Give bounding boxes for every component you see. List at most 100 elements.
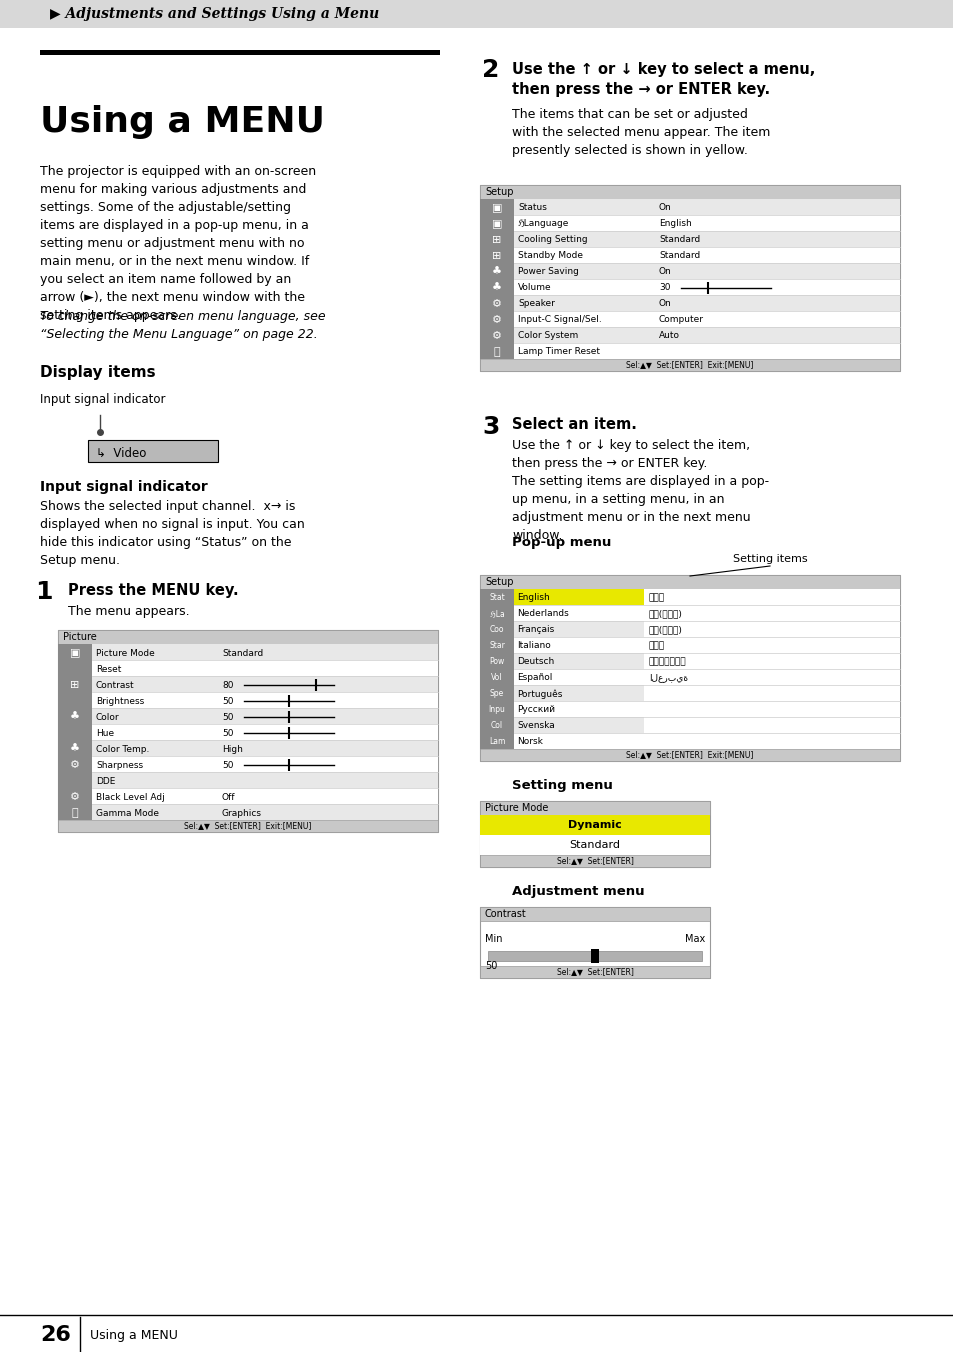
Text: Sel:▲▼  Set:[ENTER]  Exit:[MENU]: Sel:▲▼ Set:[ENTER] Exit:[MENU] <box>184 822 312 830</box>
Bar <box>91 756 437 772</box>
Bar <box>643 733 899 749</box>
Text: Sel:▲▼  Set:[ENTER]  Exit:[MENU]: Sel:▲▼ Set:[ENTER] Exit:[MENU] <box>626 361 753 369</box>
Text: ⊞: ⊞ <box>492 235 501 245</box>
Text: Graphics: Graphics <box>222 808 262 818</box>
Text: 50: 50 <box>222 713 233 722</box>
Bar <box>479 800 709 815</box>
Text: The items that can be set or adjusted
with the selected menu appear. The item
pr: The items that can be set or adjusted wi… <box>512 108 770 157</box>
Text: The setting items are displayed in a pop-
up menu, in a setting menu, in an
adju: The setting items are displayed in a pop… <box>512 475 768 542</box>
Bar <box>514 621 643 637</box>
Text: Color System: Color System <box>517 331 578 341</box>
Text: Standard: Standard <box>659 251 700 261</box>
Bar <box>479 907 709 921</box>
Bar <box>0 0 953 28</box>
Text: Col: Col <box>491 722 502 730</box>
Text: Auto: Auto <box>659 331 679 341</box>
Text: Volume: Volume <box>517 284 551 292</box>
Text: The projector is equipped with an on-screen
menu for making various adjustments : The projector is equipped with an on-scr… <box>40 165 315 322</box>
Text: Standard: Standard <box>659 235 700 245</box>
Text: Picture Mode: Picture Mode <box>484 803 548 813</box>
Text: Spe: Spe <box>489 690 503 699</box>
Bar <box>590 949 598 963</box>
Bar <box>479 800 709 867</box>
Bar <box>91 660 437 676</box>
Text: 50: 50 <box>222 696 233 706</box>
Text: Français: Français <box>517 626 554 634</box>
Text: ▣: ▣ <box>70 648 80 658</box>
Text: DDE: DDE <box>96 776 115 786</box>
Text: Use the ↑ or ↓ key to select the item,
then press the → or ENTER key.: Use the ↑ or ↓ key to select the item, t… <box>512 439 749 470</box>
Text: On: On <box>659 300 671 308</box>
Text: Computer: Computer <box>659 315 703 324</box>
Text: Lam: Lam <box>488 737 505 746</box>
Bar <box>58 644 91 821</box>
Text: Svenska: Svenska <box>517 722 554 730</box>
Bar <box>514 215 899 231</box>
Text: Inpu: Inpu <box>488 706 505 714</box>
Text: Hue: Hue <box>96 729 114 737</box>
Bar <box>91 708 437 725</box>
Text: Adjustment menu: Adjustment menu <box>512 886 644 898</box>
Bar <box>479 589 514 749</box>
Bar <box>514 700 643 717</box>
Text: ⓘ: ⓘ <box>493 347 499 357</box>
Text: Lamp Timer Reset: Lamp Timer Reset <box>517 347 599 357</box>
Text: Sharpness: Sharpness <box>96 760 143 769</box>
Text: Standby Mode: Standby Mode <box>517 251 582 261</box>
Text: Off: Off <box>222 792 235 802</box>
Text: Português: Português <box>517 690 561 699</box>
Text: Sel:▲▼  Set:[ENTER]  Exit:[MENU]: Sel:▲▼ Set:[ENTER] Exit:[MENU] <box>626 750 753 760</box>
Bar <box>514 604 643 621</box>
Text: Input signal indicator: Input signal indicator <box>40 480 208 493</box>
Text: Using a MENU: Using a MENU <box>40 105 325 139</box>
Text: ℌLanguage: ℌLanguage <box>517 219 569 228</box>
Bar <box>514 717 643 733</box>
Bar <box>643 589 899 604</box>
Text: Pop-up menu: Pop-up menu <box>512 535 611 549</box>
Text: ⚙: ⚙ <box>70 792 80 802</box>
Bar <box>643 685 899 700</box>
Bar <box>643 669 899 685</box>
Bar <box>479 815 709 836</box>
Text: Dynamic: Dynamic <box>568 821 621 830</box>
Bar <box>88 439 218 462</box>
Text: Shows the selected input channel.  x→ is
displayed when no signal is input. You : Shows the selected input channel. x→ is … <box>40 500 304 566</box>
Text: ↳  Video: ↳ Video <box>96 446 146 460</box>
Text: Norsk: Norsk <box>517 737 542 746</box>
Bar <box>91 804 437 821</box>
Text: 2: 2 <box>481 58 498 82</box>
Bar <box>514 637 643 653</box>
Text: Español: Español <box>517 673 552 683</box>
Bar <box>479 575 899 761</box>
Text: To change the on-screen menu language, see
“Selecting the Menu Language” on page: To change the on-screen menu language, s… <box>40 310 325 341</box>
Text: ▣: ▣ <box>491 219 501 228</box>
Text: 中文(简体字): 中文(简体字) <box>648 610 682 618</box>
Bar <box>514 295 899 311</box>
Text: Display items: Display items <box>40 365 155 380</box>
Text: ⚙: ⚙ <box>70 760 80 771</box>
Bar <box>514 685 643 700</box>
Text: ♣: ♣ <box>70 744 80 754</box>
Bar <box>514 343 899 360</box>
Bar <box>514 231 899 247</box>
Text: Min: Min <box>484 934 502 944</box>
Bar <box>91 644 437 660</box>
Text: Deutsch: Deutsch <box>517 657 554 667</box>
Bar <box>488 950 701 961</box>
Text: ▶ Adjustments and Settings Using a Menu: ▶ Adjustments and Settings Using a Menu <box>50 7 379 22</box>
Bar <box>479 575 899 589</box>
Text: On: On <box>659 268 671 277</box>
Text: Press the MENU key.: Press the MENU key. <box>68 583 238 598</box>
Text: Contrast: Contrast <box>484 909 526 919</box>
Text: 26: 26 <box>40 1325 71 1345</box>
Text: Picture Mode: Picture Mode <box>96 649 154 657</box>
Text: Italiano: Italiano <box>517 641 550 650</box>
Bar <box>514 327 899 343</box>
Text: 50: 50 <box>484 961 497 971</box>
Bar <box>479 965 709 977</box>
Text: Pow: Pow <box>489 657 504 667</box>
Text: ♣: ♣ <box>70 713 80 722</box>
Text: 日本語: 日本語 <box>648 594 664 603</box>
Bar <box>479 199 514 360</box>
Text: ♣: ♣ <box>492 283 501 293</box>
